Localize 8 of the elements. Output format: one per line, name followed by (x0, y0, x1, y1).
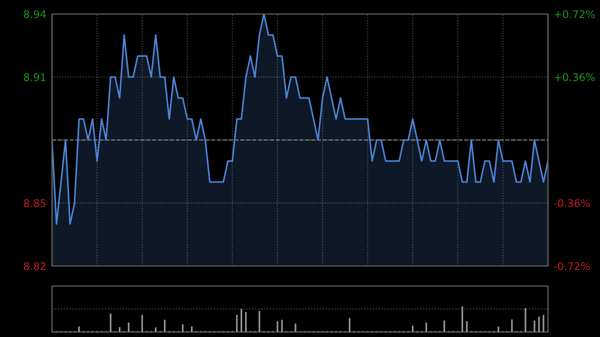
y2-tick-label: -0.36% (554, 199, 590, 208)
y2-tick-label: -0.72% (554, 262, 590, 270)
y2-tick-label: +0.36% (554, 73, 595, 82)
y-tick-label: 8.82 (24, 262, 46, 270)
y-tick-label: 8.94 (24, 10, 46, 18)
y-tick-label: 8.85 (24, 199, 46, 208)
y-tick-label: 8.91 (24, 73, 46, 82)
y2-tick-label: +0.72% (554, 10, 595, 18)
